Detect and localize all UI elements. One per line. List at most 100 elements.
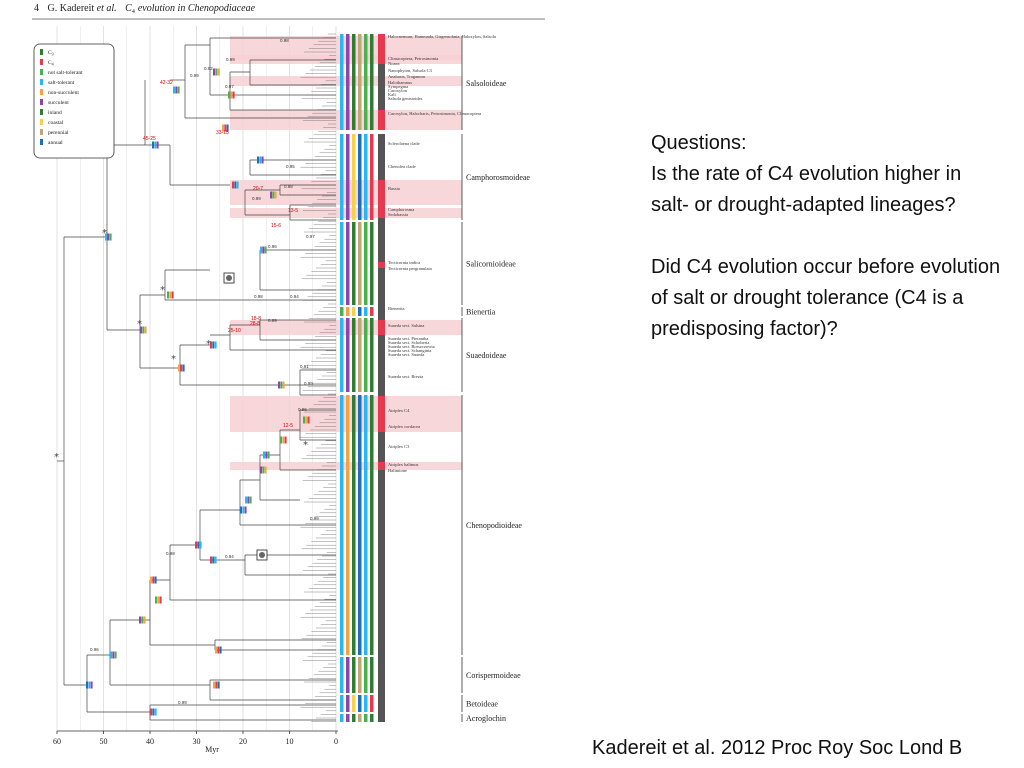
transition-icons xyxy=(223,272,268,561)
header-page-number: 4 xyxy=(34,3,39,14)
legend-swatch xyxy=(40,99,43,105)
legend-label: C3 xyxy=(48,50,54,57)
node-marker-bar xyxy=(154,708,157,716)
node-marker-bar xyxy=(249,496,252,504)
clade-label: Suaeda sect. Salsina xyxy=(388,323,424,328)
legend-label: inland xyxy=(48,110,62,116)
node-marker-bar xyxy=(178,364,180,372)
axis-tick-label: 50 xyxy=(100,737,108,746)
legend-swatch xyxy=(40,129,43,135)
star-icon: * xyxy=(102,228,107,239)
subfamily-label: Suaedoideae xyxy=(466,351,507,360)
clade-label: Chenolea clade xyxy=(388,164,416,169)
transition-box-icon xyxy=(226,275,232,281)
photosynthesis-bar-segment xyxy=(378,320,385,335)
legend-label: not salt-tolerant xyxy=(48,70,83,76)
legend-swatch xyxy=(40,89,43,95)
node-marker-bar xyxy=(90,681,93,689)
clade-label: Suaeda sect. Pterantha xyxy=(388,336,428,341)
node-marker-bar xyxy=(169,291,172,299)
age-estimate: 15-6 xyxy=(271,223,281,229)
star-icon: * xyxy=(160,285,165,296)
node-marker-bar xyxy=(217,68,220,76)
node-marker-bar xyxy=(88,681,91,689)
clade-label: Kali xyxy=(388,92,396,97)
axis-label: Myr xyxy=(205,745,219,754)
node-marker-bar xyxy=(307,416,310,424)
node-marker-bar xyxy=(270,191,272,199)
node-marker xyxy=(210,556,217,564)
support-value: 0.96 xyxy=(298,407,307,412)
node-marker-bar xyxy=(305,416,308,424)
state-column-segment xyxy=(358,222,362,305)
age-estimate: 25-10 xyxy=(228,328,241,334)
clade-label: Suaeda sect. Borszczowia xyxy=(388,344,435,349)
node-marker-bar xyxy=(210,556,212,564)
node-marker-bar xyxy=(280,381,283,389)
node-marker-bar xyxy=(152,708,155,716)
support-value: 0.99 xyxy=(252,196,261,201)
node-marker-bar xyxy=(240,506,242,514)
node-marker-bar xyxy=(141,616,144,624)
node-marker xyxy=(228,91,235,99)
state-column-segment xyxy=(364,318,368,392)
node-marker-bar xyxy=(226,124,229,132)
state-column-segment xyxy=(370,307,374,316)
node-marker xyxy=(213,681,220,689)
node-marker-bar xyxy=(150,708,152,716)
clade-label: Sympegma xyxy=(388,84,408,89)
node-marker-bar xyxy=(210,341,212,349)
node-marker xyxy=(139,616,146,624)
phylogenetic-tree xyxy=(57,33,336,722)
node-marker-bar xyxy=(152,576,155,584)
figure-header: 4 G. Kadereit et al. C4 evolution in Chen… xyxy=(34,3,256,15)
clade-label: Camphorosma xyxy=(388,207,414,212)
clade-label: Sedobassia xyxy=(388,212,408,217)
state-column-segment xyxy=(346,134,350,220)
clade-label: Anabasis, Traganum xyxy=(388,74,425,80)
node-marker-bar xyxy=(107,233,110,241)
legend-label: C4 xyxy=(48,60,54,67)
node-marker-bar xyxy=(195,541,197,549)
clade-label: Nanophyton, Salsola C3 xyxy=(388,68,433,74)
node-marker-bar xyxy=(303,416,305,424)
legend-label: succulent xyxy=(48,100,69,106)
node-marker-bar xyxy=(232,181,234,189)
support-value: 0.99 xyxy=(304,381,313,386)
significance-stars: * * * * * * * xyxy=(54,228,308,463)
subfamily-label: Camphorosmoideae xyxy=(466,173,530,182)
support-value: 0.92 xyxy=(204,66,213,71)
axis-tick-label: 30 xyxy=(193,737,201,746)
node-marker-bar xyxy=(213,68,215,76)
node-marker xyxy=(245,496,252,504)
node-marker-bar xyxy=(260,466,262,474)
support-value: 0.91 xyxy=(300,364,309,369)
state-column-segment xyxy=(340,695,344,712)
subfamily-label: Salsoloideae xyxy=(466,79,507,88)
questions-panel: Questions: Is the rate of C4 evolution h… xyxy=(651,128,1001,345)
support-value: 0.94 xyxy=(225,554,234,559)
node-marker xyxy=(173,86,180,94)
state-column-segment xyxy=(358,695,362,712)
support-value: 0.99 xyxy=(268,318,277,323)
state-column-segment xyxy=(340,395,344,655)
node-marker-bar xyxy=(217,646,220,654)
axis-tick-label: 0 xyxy=(334,737,338,746)
state-column-segment xyxy=(364,714,368,722)
state-column-segment xyxy=(340,222,344,305)
state-column-segment xyxy=(346,395,350,655)
age-estimate: 18-8 xyxy=(251,316,261,322)
node-marker-bar xyxy=(267,451,270,459)
header-author: G. Kadereit xyxy=(48,3,95,14)
node-marker xyxy=(303,416,310,424)
clade-label: Halocnemum, Hammada, Girgensohnia, Halox… xyxy=(388,34,496,40)
subfamily-label: Chenopodioideae xyxy=(466,521,522,530)
node-marker-bar xyxy=(245,496,247,504)
node-marker xyxy=(270,191,277,199)
node-marker-bar xyxy=(86,681,88,689)
node-marker xyxy=(152,141,159,149)
subfamily-brackets: Salsoloideae Camphorosmoideae Salicornioid… xyxy=(461,36,530,723)
state-column-segment xyxy=(364,222,368,305)
node-marker xyxy=(260,246,267,254)
node-marker-bar xyxy=(230,91,233,99)
